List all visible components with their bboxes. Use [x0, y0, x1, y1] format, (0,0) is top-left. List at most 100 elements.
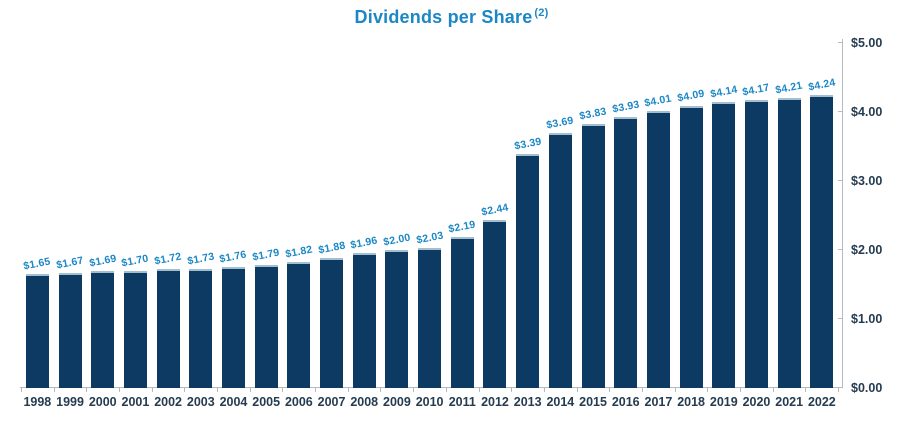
x-axis-tick	[380, 388, 382, 392]
bar-value-label: $1.76	[218, 248, 249, 266]
x-axis-tick	[282, 388, 284, 392]
bar-value-label: $1.70	[120, 252, 150, 270]
bar-2022: $4.24	[807, 77, 836, 388]
bar-slot: $3.69 2014	[544, 43, 577, 409]
bar-2017: $4.01	[644, 93, 673, 388]
y-axis-tick	[838, 249, 843, 250]
bar-slot: $1.72 2002	[152, 43, 185, 409]
bar-2010: $2.03	[415, 229, 444, 388]
bar-slot: $1.73 2003	[184, 43, 217, 409]
bar-slot: $1.69 2000	[86, 43, 119, 409]
bar-value-label: $1.69	[88, 252, 118, 270]
bar-slot: $4.24 2022	[806, 43, 839, 409]
x-axis-tick	[21, 388, 22, 392]
y-tick-label: $1.00	[851, 312, 883, 326]
bar-slot: $1.88 2007	[315, 43, 348, 409]
bar-value-label: $1.82	[284, 243, 314, 261]
bar-slot: $4.21 2021	[773, 43, 806, 409]
x-tick-label: 1999	[56, 395, 84, 409]
chart-title: Dividends per Share (2)	[0, 7, 903, 28]
x-axis-tick	[838, 388, 839, 392]
bar-2006: $1.82	[284, 244, 313, 388]
x-tick-label: 2019	[709, 395, 738, 409]
x-axis-tick	[249, 388, 251, 392]
bar-slot: $2.03 2010	[413, 43, 446, 409]
bars: $1.65 1998 $1.67 1999 $1.69 2000 $1.70 2001 $1.7…	[21, 43, 839, 409]
bar-2012: $2.44	[480, 201, 510, 388]
bar-2014: $3.69	[546, 115, 575, 388]
bar-slot: $1.76 2004	[217, 43, 250, 409]
bar-2004: $1.76	[219, 248, 248, 388]
x-tick-label: 2011	[448, 395, 476, 409]
x-tick-label: 2013	[513, 395, 542, 409]
bar-2013: $3.39	[513, 136, 542, 388]
y-axis-tick	[838, 42, 843, 43]
x-tick-label: 2017	[644, 395, 673, 409]
x-tick-label: 2005	[252, 395, 281, 409]
x-tick-label: 2022	[807, 395, 836, 409]
y-axis-tick	[838, 111, 843, 112]
x-tick-label: 2001	[121, 395, 150, 409]
x-tick-label: 2003	[186, 395, 215, 409]
bar-2008: $1.96	[350, 234, 379, 388]
x-tick-label: 2007	[317, 395, 346, 409]
y-axis-tick	[838, 318, 843, 319]
x-axis-tick	[53, 388, 55, 392]
x-tick-label: 2020	[742, 395, 771, 409]
bar-value-label: $1.73	[186, 250, 216, 268]
y-axis-tick	[838, 180, 843, 181]
bar-value-label: $1.72	[153, 250, 183, 268]
bar-2016: $3.93	[611, 98, 640, 388]
bar-slot: $1.67 1999	[54, 43, 87, 409]
x-axis-tick	[772, 388, 774, 392]
x-tick-label: 2018	[677, 395, 705, 409]
bar-slot: $3.93 2016	[609, 43, 642, 409]
x-tick-label: 2004	[219, 395, 248, 409]
x-tick-label: 2006	[284, 395, 313, 409]
x-tick-label: 1998	[23, 395, 52, 409]
y-tick-label: $5.00	[851, 36, 883, 50]
bar-slot: $3.39 2013	[511, 43, 544, 409]
x-axis-tick	[217, 388, 219, 392]
x-tick-label: 2009	[383, 395, 411, 409]
x-tick-label: 2014	[546, 395, 575, 409]
x-tick-label: 2000	[88, 395, 117, 409]
x-axis-tick	[184, 388, 186, 392]
bar-value-label: $3.69	[545, 114, 575, 132]
chart-title-footnote-marker: (2)	[534, 7, 549, 19]
x-tick-label: 2010	[415, 395, 444, 409]
bar-value-label: $1.88	[316, 239, 347, 257]
x-axis-tick	[543, 388, 545, 392]
bar-2009: $2.00	[382, 232, 411, 388]
bar-value-label: $4.17	[741, 81, 772, 99]
bar-slot: $1.82 2006	[283, 43, 316, 409]
bar-2019: $4.14	[709, 84, 738, 388]
bar-value-label: $2.19	[447, 218, 477, 236]
x-axis-tick	[609, 388, 611, 392]
x-axis-tick	[413, 388, 415, 392]
x-axis-tick	[151, 388, 153, 392]
y-axis-labels: $0.00 $1.00 $2.00 $3.00 $4.00 $5.00	[851, 36, 901, 395]
bar-value-label: $4.14	[709, 83, 739, 101]
x-axis-tick	[86, 388, 88, 392]
bar-value-label: $2.00	[382, 231, 412, 249]
x-axis-tick	[315, 388, 317, 392]
bar-slot: $2.19 2011	[446, 43, 479, 409]
bar-2021: $4.21	[775, 79, 804, 388]
bar-2005: $1.79	[252, 246, 281, 388]
bar-value-label: $1.96	[349, 234, 379, 252]
x-tick-label: 2016	[611, 395, 640, 409]
bar-slot: $4.14 2019	[707, 43, 740, 409]
x-axis-tick	[347, 388, 349, 392]
y-tick-label: $4.00	[851, 105, 883, 119]
y-tick-label: $2.00	[851, 243, 883, 257]
bar-value-label: $1.79	[251, 246, 281, 263]
bar-value-label: $4.21	[774, 79, 804, 97]
x-axis-tick	[739, 388, 741, 392]
bar-slot: $4.01 2017	[642, 43, 675, 409]
bar-value-label: $4.01	[643, 92, 673, 110]
bar-2001: $1.70	[121, 252, 150, 388]
bar-2018: $4.09	[677, 87, 706, 388]
bar-slot: $1.96 2008	[348, 43, 381, 409]
